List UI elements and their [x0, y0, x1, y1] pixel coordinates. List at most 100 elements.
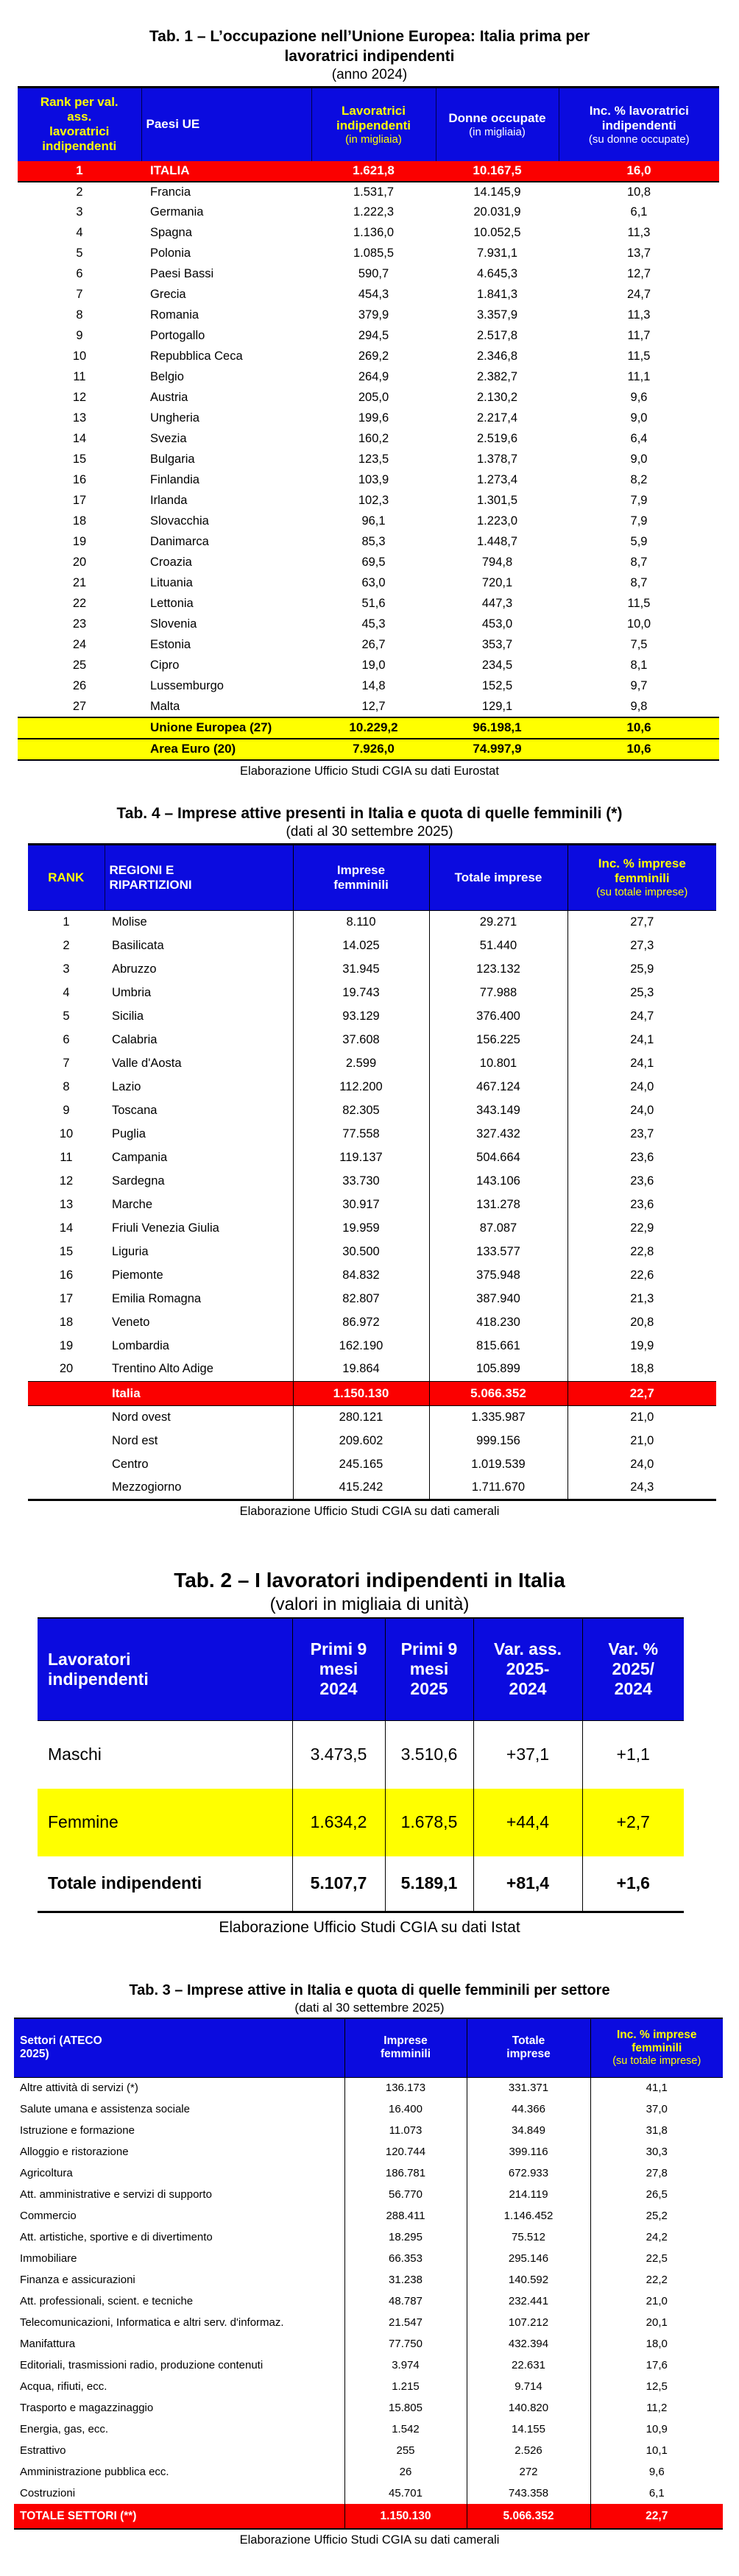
- table-cell: 9,6: [590, 2461, 723, 2483]
- table-row: Area Euro (20) 7.926,0 74.997,9 10,6: [18, 737, 719, 761]
- table-cell: 9: [63, 1103, 70, 1117]
- table-cell: 23: [72, 617, 87, 631]
- table-cell: 9.714: [466, 2376, 590, 2397]
- table-cell: 5.066.352: [466, 2504, 590, 2529]
- table-cell: 24,7: [567, 1004, 716, 1028]
- table-cell: Altre attività di servizi (*): [20, 2082, 138, 2095]
- table-cell: 12: [59, 1174, 74, 1188]
- table-cell: Francia: [150, 185, 191, 199]
- tab2-header-row: Lavoratori indipendenti Primi 9 mesi 202…: [38, 1617, 684, 1721]
- table-row: Amministrazione pubblica ecc. 26 272 9,6: [14, 2461, 723, 2483]
- table-cell: 21,3: [567, 1287, 716, 1310]
- table-cell: 2.599: [292, 1051, 429, 1075]
- tab2-table: Lavoratori indipendenti Primi 9 mesi 202…: [38, 1617, 684, 1913]
- table-cell: Sicilia: [112, 1009, 144, 1023]
- tab1-title-line2: lavoratrici indipendenti: [284, 48, 455, 65]
- table-cell: 453,0: [481, 617, 513, 631]
- table-cell: 66.353: [344, 2248, 467, 2269]
- table-row: Finanza e assicurazioni 31.238 140.592 22,2: [14, 2269, 723, 2291]
- table-row: Editoriali, trasmissioni radio, produzio…: [14, 2355, 723, 2376]
- table-cell: 1.621,8: [311, 160, 436, 182]
- table-cell: 24,0: [567, 1099, 716, 1122]
- table-row: 10 Repubblica Ceca 269,2 2.346,8 11,5: [18, 347, 719, 367]
- table-cell: 7.931,1: [476, 246, 518, 260]
- table-cell: Att. amministrative e servizi di support…: [20, 2188, 212, 2201]
- table-row: Att. professionali, scient. e tecniche 48…: [14, 2291, 723, 2312]
- table-cell: Cipro: [150, 659, 180, 672]
- table-cell: Lettonia: [150, 597, 194, 610]
- table-cell: 8.110: [292, 910, 429, 934]
- table-cell: 107.212: [466, 2312, 590, 2333]
- table-cell: Repubblica Ceca: [150, 350, 243, 363]
- table-cell: 6,1: [630, 205, 648, 219]
- table-cell: 12: [72, 391, 87, 404]
- table-cell: 8,1: [630, 659, 648, 672]
- table-cell: 19: [72, 535, 87, 548]
- tab3-title-block: Tab. 3 – Imprese attive in Italia e quot…: [0, 1981, 739, 2016]
- table-cell: Valle d'Aosta: [112, 1056, 182, 1070]
- tab2-header-var-pct: Var. % 2025/ 2024: [581, 1617, 684, 1721]
- table-cell: 2.130,2: [476, 391, 518, 404]
- table-cell: 280.121: [292, 1405, 429, 1429]
- table-cell: 31.945: [292, 957, 429, 981]
- table-cell: 25,2: [590, 2205, 723, 2226]
- table-cell: 2: [63, 938, 70, 952]
- table-row: Manifattura 77.750 432.394 18,0: [14, 2333, 723, 2355]
- table-cell: 2.217,4: [476, 411, 518, 425]
- table-cell: 22,5: [590, 2248, 723, 2269]
- table-cell: 264,9: [358, 370, 389, 383]
- tab2-section: Tab. 2 – I lavoratori indipendenti in It…: [0, 1567, 739, 1937]
- table-row: Salute umana e assistenza sociale 16.400 4…: [14, 2098, 723, 2120]
- table-row: 11 Belgio 264,9 2.382,7 11,1: [18, 367, 719, 388]
- table-cell: 10,8: [626, 185, 651, 199]
- table-cell: Marche: [112, 1197, 153, 1211]
- table-cell: 20: [72, 556, 87, 569]
- table-cell: 26: [344, 2461, 467, 2483]
- table-cell: 22,7: [567, 1380, 716, 1406]
- tab1-title-line1: Tab. 1 – L’occupazione nell’Unione Europ…: [149, 28, 590, 45]
- table-cell: 331.371: [466, 2077, 590, 2098]
- table-cell: Telecomunicazioni, Informatica e altri s…: [20, 2316, 284, 2329]
- table-cell: 1.136,0: [353, 226, 395, 239]
- table-cell: Irlanda: [150, 494, 188, 507]
- table-row: 4 Spagna 1.136,0 10.052,5 11,3: [18, 223, 719, 244]
- table-cell: 6,1: [590, 2483, 723, 2504]
- table-cell: 20,1: [590, 2312, 723, 2333]
- table-cell: Croazia: [150, 556, 192, 569]
- table-row: 18 Veneto 86.972 418.230 20,8: [28, 1310, 716, 1334]
- table-cell: Umbria: [112, 985, 152, 999]
- table-cell: 18,0: [590, 2333, 723, 2355]
- table-cell: 31.238: [344, 2269, 467, 2291]
- table-row: 9 Toscana 82.305 343.149 24,0: [28, 1099, 716, 1122]
- table-cell: 103,9: [358, 473, 389, 486]
- table-cell: 21,0: [590, 2291, 723, 2312]
- tab4-footer: Elaborazione Ufficio Studi CGIA su dati …: [239, 1504, 500, 1518]
- table-cell: 11: [60, 1150, 73, 1164]
- table-cell: 30,3: [590, 2141, 723, 2162]
- table-cell: Unione Europea (27): [141, 716, 311, 739]
- table-cell: Commercio: [20, 2210, 77, 2222]
- tab3-header-share: Inc. % imprese femminili (su totale impre…: [590, 2018, 723, 2078]
- tab2-title-block: Tab. 2 – I lavoratori indipendenti in It…: [0, 1567, 739, 1616]
- table-cell: 327.432: [428, 1122, 567, 1146]
- table-cell: +81,4: [473, 1856, 582, 1912]
- table-cell: 16,0: [559, 160, 719, 182]
- tab1-title: Tab. 1 – L’occupazione nell’Unione Europ…: [0, 26, 739, 66]
- table-cell: 24,0: [567, 1075, 716, 1099]
- table-cell: Maschi: [48, 1745, 102, 1764]
- table-cell: 33.730: [292, 1169, 429, 1193]
- table-cell: 14.145,9: [473, 185, 521, 199]
- table-cell: 26,5: [590, 2184, 723, 2205]
- table-row: 21 Lituania 63,0 720,1 8,7: [18, 573, 719, 594]
- table-cell: 27,3: [567, 934, 716, 957]
- table-cell: Molise: [112, 915, 147, 929]
- table-cell: 1.634,2: [291, 1788, 385, 1856]
- table-cell: 720,1: [481, 576, 513, 589]
- table-cell: 10,1: [590, 2440, 723, 2461]
- table-row: 19 Danimarca 85,3 1.448,7 5,9: [18, 532, 719, 553]
- table-cell: 6: [63, 1032, 70, 1046]
- table-cell: 21: [72, 576, 87, 589]
- table-cell: +2,7: [581, 1788, 684, 1856]
- table-cell: 143.106: [428, 1169, 567, 1193]
- table-row: 13 Marche 30.917 131.278 23,6: [28, 1193, 716, 1216]
